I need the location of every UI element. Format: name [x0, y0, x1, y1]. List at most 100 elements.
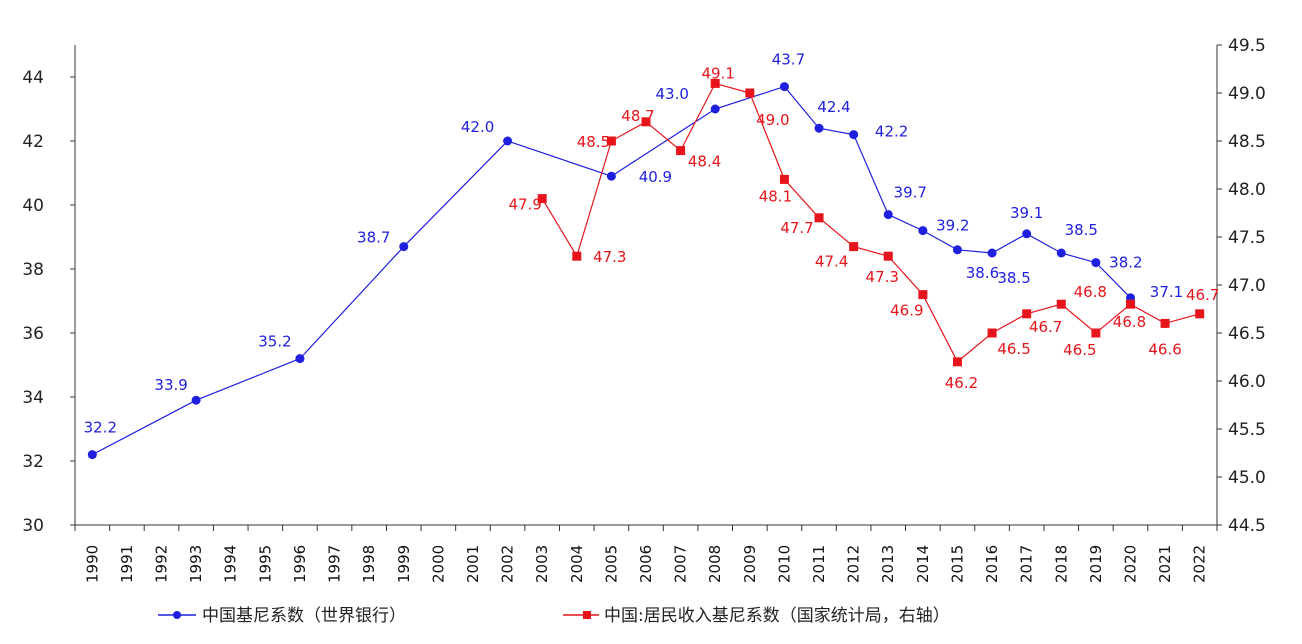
left-tick-label: 34 — [22, 388, 44, 408]
data-point-nbs — [952, 357, 962, 367]
x-tick-label: 2005 — [602, 545, 620, 583]
x-tick-label: 1992 — [153, 545, 171, 583]
data-point-world-bank — [191, 395, 201, 405]
data-label-world-bank: 38.7 — [357, 229, 390, 247]
data-label-world-bank: 33.9 — [154, 376, 187, 394]
data-point-nbs — [883, 251, 893, 261]
data-point-world-bank — [399, 242, 409, 252]
data-point-nbs — [1022, 309, 1032, 319]
series-layer: 32.2 33.9 35.2 38.7 42.0 40.9 43.0 43.7 42.4 42.2… — [84, 51, 1219, 460]
data-label-nbs: 47.7 — [780, 219, 813, 237]
left-tick-label: 32 — [22, 452, 44, 472]
data-label-nbs: 46.9 — [890, 302, 923, 320]
data-label-nbs: 46.7 — [1186, 286, 1219, 304]
x-tick-label: 2007 — [672, 545, 690, 583]
data-label-world-bank: 42.4 — [817, 98, 850, 116]
x-tick-label: 2013 — [879, 545, 897, 583]
data-point-nbs — [814, 213, 824, 223]
x-tick-label: 1998 — [360, 545, 378, 583]
left-tick-label: 30 — [22, 516, 44, 536]
x-tick-label: 2002 — [499, 545, 517, 583]
x-tick-label: 2017 — [1018, 545, 1036, 583]
data-point-world-bank — [918, 226, 928, 236]
data-point-world-bank — [710, 104, 720, 114]
x-tick-label: 2021 — [1156, 545, 1174, 583]
data-label-world-bank: 38.5 — [1065, 221, 1098, 239]
x-tick-label: 2009 — [741, 545, 759, 583]
data-point-world-bank — [1091, 258, 1101, 268]
right-tick-label: 49.5 — [1228, 36, 1266, 56]
x-tick-label: 2003 — [533, 545, 551, 583]
data-point-world-bank — [295, 354, 305, 364]
x-tick-label: 2022 — [1191, 545, 1209, 583]
left-tick-label: 38 — [22, 260, 44, 280]
data-point-nbs — [849, 242, 859, 252]
x-tick-label: 2015 — [948, 545, 966, 583]
data-label-nbs: 46.7 — [1029, 318, 1062, 336]
x-tick-label: 1997 — [326, 545, 344, 583]
data-point-world-bank — [503, 136, 513, 146]
data-label-nbs: 46.8 — [1113, 313, 1146, 331]
data-label-world-bank: 38.2 — [1109, 254, 1142, 272]
x-tick-label: 1990 — [83, 545, 101, 583]
data-point-nbs — [572, 251, 582, 261]
data-point-nbs — [987, 328, 997, 338]
left-tick-label: 40 — [22, 196, 44, 216]
legend-label-world-bank: 中国基尼系数（世界银行） — [202, 606, 406, 626]
x-tick-label: 2008 — [706, 545, 724, 583]
legend-marker-nbs — [583, 611, 591, 619]
x-tick-label: 2006 — [637, 545, 655, 583]
data-label-world-bank: 42.2 — [875, 123, 908, 141]
data-point-world-bank — [952, 245, 962, 255]
right-tick-label: 47.0 — [1228, 276, 1266, 296]
data-label-world-bank: 39.2 — [936, 217, 969, 235]
data-point-nbs — [1195, 309, 1205, 319]
data-point-nbs — [1160, 318, 1170, 328]
left-tick-label: 42 — [22, 132, 44, 152]
data-point-nbs — [676, 146, 686, 156]
x-tick-label: 2016 — [983, 545, 1001, 583]
x-tick-label: 2011 — [810, 545, 828, 583]
data-point-nbs — [606, 136, 616, 146]
x-tick-label: 2019 — [1087, 545, 1105, 583]
data-label-world-bank: 42.0 — [461, 118, 494, 136]
data-label-nbs: 47.4 — [815, 253, 848, 271]
data-point-nbs — [537, 194, 547, 204]
x-tick-label: 2012 — [845, 545, 863, 583]
right-tick-label: 49.0 — [1228, 84, 1266, 104]
data-label-world-bank: 38.6 — [966, 264, 999, 282]
data-label-nbs: 48.5 — [577, 133, 610, 151]
data-label-nbs: 47.3 — [593, 248, 626, 266]
data-point-world-bank — [779, 82, 789, 92]
series-line-nbs — [541, 82, 1200, 363]
data-label-world-bank: 43.7 — [772, 51, 805, 69]
x-tick-label: 2010 — [775, 545, 793, 583]
data-label-world-bank: 38.5 — [997, 269, 1030, 287]
data-label-nbs: 46.6 — [1148, 340, 1181, 358]
data-point-nbs — [779, 174, 789, 184]
x-tick-label: 1991 — [118, 545, 136, 583]
left-tick-label: 44 — [22, 68, 44, 88]
right-tick-label: 45.5 — [1228, 420, 1266, 440]
data-label-world-bank: 32.2 — [84, 419, 117, 437]
x-tick-label: 2018 — [1052, 545, 1070, 583]
data-label-world-bank: 37.1 — [1150, 283, 1183, 301]
right-tick-label: 45.0 — [1228, 468, 1266, 488]
data-label-world-bank: 39.1 — [1010, 204, 1043, 222]
x-tick-label: 1999 — [395, 545, 413, 583]
legend: 中国基尼系数（世界银行） 中国:居民收入基尼系数（国家统计局，右轴） — [158, 606, 950, 626]
data-label-nbs: 49.0 — [756, 111, 789, 129]
data-point-world-bank — [849, 130, 859, 140]
data-label-nbs: 47.3 — [866, 268, 899, 286]
x-tick-label: 1993 — [187, 545, 205, 583]
left-tick-label: 36 — [22, 324, 44, 344]
data-label-nbs: 46.8 — [1074, 283, 1107, 301]
data-point-world-bank — [883, 210, 893, 220]
data-label-world-bank: 43.0 — [656, 85, 689, 103]
data-label-nbs: 48.7 — [621, 107, 654, 125]
data-point-world-bank — [1022, 229, 1032, 239]
legend-label-nbs: 中国:居民收入基尼系数（国家统计局，右轴） — [604, 606, 950, 626]
right-tick-label: 46.5 — [1228, 324, 1266, 344]
data-point-world-bank — [606, 171, 616, 181]
data-label-nbs: 49.1 — [702, 64, 735, 82]
